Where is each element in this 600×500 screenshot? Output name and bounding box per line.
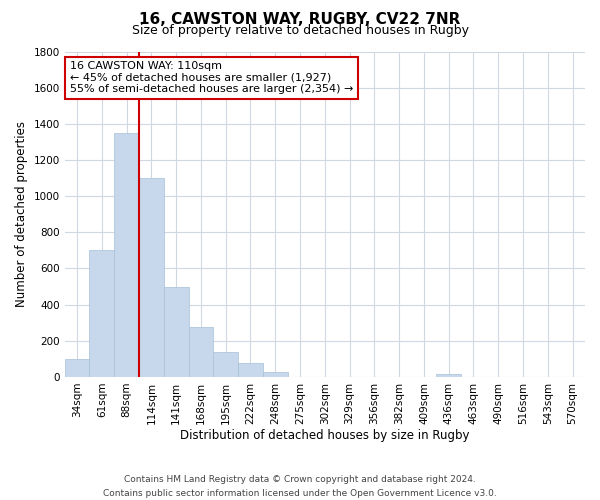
Bar [188, 327, 214, 377]
Bar [89, 250, 114, 377]
Bar [238, 364, 263, 377]
Text: 16 CAWSTON WAY: 110sqm
← 45% of detached houses are smaller (1,927)
55% of semi-: 16 CAWSTON WAY: 110sqm ← 45% of detached… [70, 62, 353, 94]
Text: 16, CAWSTON WAY, RUGBY, CV22 7NR: 16, CAWSTON WAY, RUGBY, CV22 7NR [139, 12, 461, 28]
Bar [114, 133, 139, 377]
Y-axis label: Number of detached properties: Number of detached properties [15, 121, 28, 307]
Text: Size of property relative to detached houses in Rugby: Size of property relative to detached ho… [131, 24, 469, 37]
Bar [263, 372, 287, 377]
Bar [139, 178, 164, 377]
Bar [214, 352, 238, 377]
Bar [164, 286, 188, 377]
Bar [65, 359, 89, 377]
Text: Contains HM Land Registry data © Crown copyright and database right 2024.
Contai: Contains HM Land Registry data © Crown c… [103, 476, 497, 498]
X-axis label: Distribution of detached houses by size in Rugby: Distribution of detached houses by size … [180, 430, 470, 442]
Bar [436, 374, 461, 377]
